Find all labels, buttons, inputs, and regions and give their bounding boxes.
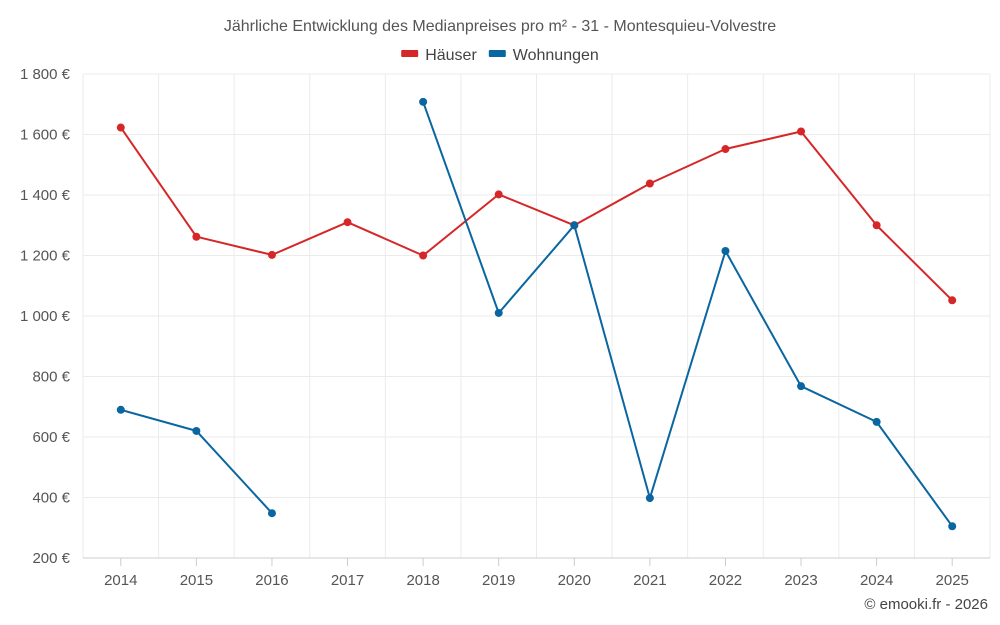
x-tick-label: 2020 [558, 572, 591, 589]
x-tick-label: 2021 [633, 572, 666, 589]
data-point[interactable] [192, 232, 201, 241]
data-point[interactable] [872, 417, 881, 426]
y-tick-label: 1 400 € [20, 187, 71, 204]
x-tick-label: 2015 [180, 572, 213, 589]
x-tick-label: 2016 [255, 572, 288, 589]
data-point[interactable] [797, 382, 806, 391]
data-point[interactable] [494, 308, 503, 317]
y-tick-label: 1 000 € [20, 308, 71, 325]
legend-swatch [488, 50, 506, 57]
data-point[interactable] [948, 522, 957, 531]
credit-text: © emooki.fr - 2026 [864, 596, 988, 613]
y-tick-label: 200 € [32, 550, 70, 567]
y-tick-label: 800 € [32, 369, 70, 386]
y-tick-label: 1 800 € [20, 66, 71, 83]
data-point[interactable] [797, 127, 806, 136]
data-point[interactable] [948, 296, 957, 305]
series-line [119, 126, 953, 302]
x-tick-label: 2024 [860, 572, 893, 589]
grid [82, 73, 991, 559]
data-point[interactable] [267, 250, 276, 259]
data-point[interactable] [721, 145, 730, 154]
x-tick-label: 2017 [331, 572, 364, 589]
y-tick-label: 600 € [32, 429, 70, 446]
data-point[interactable] [872, 221, 881, 230]
x-tick-label: 2022 [709, 572, 742, 589]
data-point[interactable] [267, 509, 276, 518]
chart-title: Jährliche Entwicklung des Medianpreises … [224, 18, 776, 35]
y-tick-label: 1 600 € [20, 127, 71, 144]
data-point[interactable] [419, 97, 428, 106]
legend-item[interactable]: Wohnungen [488, 47, 599, 64]
data-point[interactable] [116, 405, 125, 414]
series-layer [116, 97, 957, 531]
legend-label: Wohnungen [513, 47, 599, 64]
data-point[interactable] [419, 251, 428, 260]
x-tick-label: 2018 [406, 572, 439, 589]
y-tick-label: 400 € [32, 490, 70, 507]
y-tick-label: 1 200 € [20, 248, 71, 265]
legend[interactable]: Häuser Wohnungen [401, 47, 599, 64]
data-point[interactable] [721, 246, 730, 255]
x-tick-label: 2019 [482, 572, 515, 589]
legend-label: Häuser [425, 47, 477, 64]
data-point[interactable] [192, 426, 201, 435]
data-point[interactable] [645, 179, 654, 188]
data-point[interactable] [116, 123, 125, 132]
series-wohnungen [116, 97, 957, 531]
x-tick-label: 2025 [936, 572, 969, 589]
x-tick-label: 2014 [104, 572, 137, 589]
axes: 200 € 400 € 600 € 800 € 1 000 € 1 200 € 1 400 … [20, 66, 990, 589]
legend-item[interactable]: Häuser [401, 47, 477, 64]
data-point[interactable] [343, 218, 352, 227]
data-point[interactable] [570, 221, 579, 230]
data-point[interactable] [494, 190, 503, 199]
x-tick-label: 2023 [784, 572, 817, 589]
data-point[interactable] [645, 494, 654, 503]
legend-swatch [401, 50, 419, 57]
